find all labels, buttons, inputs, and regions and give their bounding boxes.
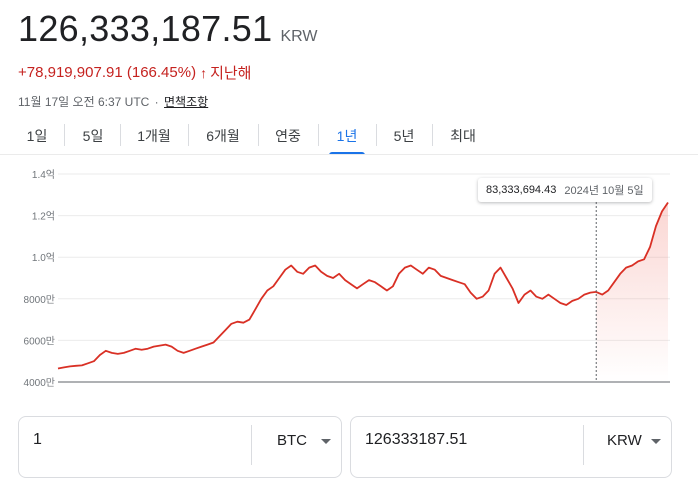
tab-max[interactable]: 최대 (450, 128, 476, 144)
tab-divider (120, 124, 121, 146)
y-tick-label: 6000만 (24, 335, 55, 347)
meta-separator: · (154, 95, 159, 109)
timestamp-line: 11월 17일 오전 6:37 UTC · 면책조항 (18, 93, 208, 110)
series-line (57, 201, 669, 370)
y-tick-label: 1.4억 (32, 169, 55, 181)
to-currency-select[interactable]: KRW (607, 432, 642, 449)
price-currency: KRW (280, 28, 318, 45)
tooltip-value: 83,333,694.43 (486, 184, 557, 196)
tab-6m[interactable]: 6개월 (206, 128, 240, 144)
tab-ytd[interactable]: 연중 (275, 128, 301, 144)
converter-to: 126333187.51 KRW (350, 416, 672, 478)
price-chart[interactable]: 4000만 6000만 8000만 1.0억 1.2억 1.4억 (0, 160, 698, 396)
chart-tooltip: 83,333,694.43 2024년 10월 5일 (478, 178, 652, 202)
tab-divider (188, 124, 189, 146)
converter-divider (583, 425, 584, 465)
tab-divider (258, 124, 259, 146)
change-period: 지난해 (210, 65, 252, 82)
tooltip-date: 2024년 10월 5일 (564, 185, 644, 197)
tab-5d[interactable]: 5일 (82, 128, 104, 144)
tab-5y[interactable]: 5년 (393, 128, 415, 144)
chevron-down-icon[interactable] (321, 439, 331, 444)
to-amount-input[interactable]: 126333187.51 (365, 431, 468, 448)
tab-1y[interactable]: 1년 (329, 122, 365, 155)
price-change: +78,919,907.91 (166.45%) ↑ 지난해 (18, 62, 251, 83)
tab-1d[interactable]: 1일 (26, 128, 48, 144)
from-amount-input[interactable]: 1 (33, 431, 42, 448)
tab-1m[interactable]: 1개월 (137, 128, 171, 144)
chevron-down-icon[interactable] (651, 439, 661, 444)
disclaimer-link[interactable]: 면책조항 (164, 95, 209, 109)
current-price: 126,333,187.51 (18, 8, 273, 49)
tab-divider (64, 124, 65, 146)
y-tick-label: 8000만 (24, 294, 55, 306)
tab-divider (376, 124, 377, 146)
price-header: 126,333,187.51 KRW (18, 8, 318, 50)
tab-divider (318, 124, 319, 146)
chart-gridlines (58, 173, 670, 341)
tab-divider (432, 124, 433, 146)
tabs-underline (0, 154, 698, 155)
y-tick-label: 1.0억 (32, 252, 55, 264)
change-amount: +78,919,907.91 (166.45%) (18, 64, 197, 81)
y-axis-ticks: 4000만 6000만 8000만 1.0억 1.2억 1.4억 (24, 169, 55, 389)
converter-divider (251, 425, 252, 465)
from-currency-select[interactable]: BTC (277, 432, 307, 449)
y-tick-label: 1.2억 (32, 211, 55, 223)
arrow-up-icon: ↑ (200, 64, 208, 81)
timestamp: 11월 17일 오전 6:37 UTC (18, 95, 150, 109)
y-tick-label: 4000만 (24, 377, 55, 389)
converter-from: 1 BTC (18, 416, 342, 478)
